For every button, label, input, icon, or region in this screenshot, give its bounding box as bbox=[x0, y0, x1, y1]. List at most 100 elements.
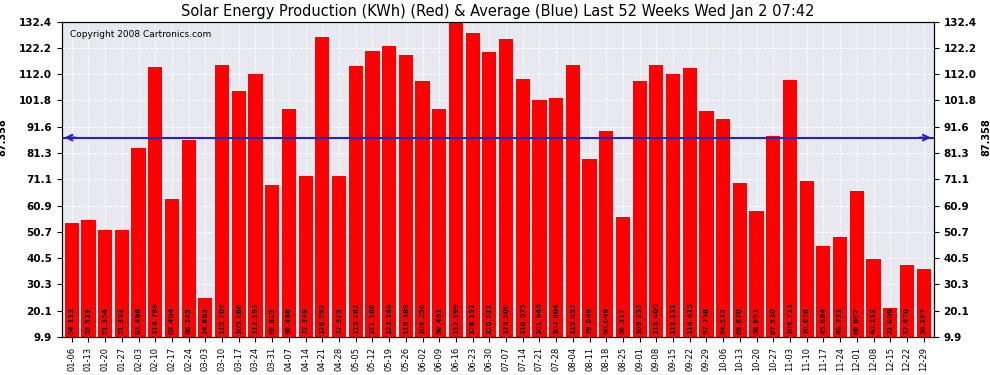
Text: 110.075: 110.075 bbox=[520, 302, 526, 334]
Text: Copyright 2008 Cartronics.com: Copyright 2008 Cartronics.com bbox=[70, 30, 212, 39]
Text: 112.131: 112.131 bbox=[670, 302, 676, 334]
Bar bbox=[716, 119, 731, 337]
Bar bbox=[181, 141, 196, 337]
Text: 115.262: 115.262 bbox=[352, 303, 358, 334]
Text: 58.891: 58.891 bbox=[753, 307, 759, 334]
Bar bbox=[365, 51, 379, 337]
Text: 87.358: 87.358 bbox=[982, 119, 990, 156]
Text: 101.946: 101.946 bbox=[537, 302, 543, 334]
Bar bbox=[533, 100, 546, 337]
Bar bbox=[683, 68, 697, 337]
Bar bbox=[465, 33, 480, 337]
Text: 48.731: 48.731 bbox=[838, 307, 843, 334]
Text: 132.399: 132.399 bbox=[453, 302, 459, 334]
Text: 51.392: 51.392 bbox=[119, 308, 125, 334]
Bar bbox=[666, 74, 680, 337]
Bar bbox=[733, 183, 747, 337]
Text: 98.401: 98.401 bbox=[437, 307, 443, 334]
Text: 97.738: 97.738 bbox=[704, 307, 710, 334]
Text: 87.930: 87.930 bbox=[770, 307, 776, 334]
Bar bbox=[900, 265, 914, 337]
Text: 115.709: 115.709 bbox=[219, 302, 225, 334]
Bar bbox=[499, 39, 513, 337]
Bar bbox=[565, 65, 580, 337]
Bar bbox=[699, 111, 714, 337]
Bar bbox=[582, 159, 597, 337]
Text: 66.667: 66.667 bbox=[853, 308, 859, 334]
Text: 114.415: 114.415 bbox=[687, 302, 693, 334]
Bar bbox=[866, 259, 880, 337]
Text: 120.522: 120.522 bbox=[486, 303, 492, 334]
Text: 54.113: 54.113 bbox=[68, 307, 75, 334]
Text: 36.297: 36.297 bbox=[921, 308, 927, 334]
Bar bbox=[382, 45, 396, 337]
Bar bbox=[633, 81, 646, 337]
Text: 69.670: 69.670 bbox=[737, 308, 742, 334]
Bar bbox=[516, 79, 530, 337]
Bar bbox=[616, 217, 630, 337]
Text: 128.151: 128.151 bbox=[469, 303, 475, 334]
Text: 83.486: 83.486 bbox=[136, 307, 142, 334]
Text: 114.799: 114.799 bbox=[152, 302, 158, 334]
Text: 40.212: 40.212 bbox=[870, 307, 876, 334]
Bar bbox=[299, 176, 313, 337]
Bar bbox=[132, 147, 146, 337]
Text: 86.245: 86.245 bbox=[186, 308, 192, 334]
Text: 119.389: 119.389 bbox=[403, 302, 409, 334]
Text: 72.325: 72.325 bbox=[336, 308, 342, 334]
Bar bbox=[549, 98, 563, 337]
Text: 109.711: 109.711 bbox=[787, 302, 793, 334]
Text: 126.593: 126.593 bbox=[320, 303, 326, 334]
Text: 70.636: 70.636 bbox=[804, 308, 810, 334]
Text: 115.457: 115.457 bbox=[570, 302, 576, 334]
Bar bbox=[416, 81, 430, 337]
Bar bbox=[833, 237, 847, 337]
Text: 90.049: 90.049 bbox=[603, 307, 609, 334]
Bar bbox=[432, 109, 446, 337]
Bar bbox=[766, 136, 780, 337]
Bar bbox=[282, 109, 296, 337]
Bar bbox=[64, 223, 79, 337]
Text: 87.358: 87.358 bbox=[0, 119, 8, 156]
Text: 123.148: 123.148 bbox=[386, 302, 392, 334]
Text: 24.863: 24.863 bbox=[202, 307, 208, 334]
Bar bbox=[482, 52, 496, 337]
Bar bbox=[849, 191, 864, 337]
Bar bbox=[165, 199, 179, 337]
Text: 79.049: 79.049 bbox=[586, 307, 593, 334]
Text: 72.399: 72.399 bbox=[303, 307, 309, 334]
Bar bbox=[332, 176, 346, 337]
Bar bbox=[248, 74, 262, 337]
Bar bbox=[448, 22, 463, 337]
Bar bbox=[81, 219, 96, 337]
Text: 45.084: 45.084 bbox=[821, 307, 827, 334]
Text: 121.168: 121.168 bbox=[369, 303, 375, 334]
Text: 98.486: 98.486 bbox=[286, 307, 292, 334]
Bar bbox=[98, 230, 112, 337]
Bar bbox=[232, 92, 246, 337]
Text: 109.233: 109.233 bbox=[637, 302, 643, 334]
Text: 102.604: 102.604 bbox=[553, 302, 559, 334]
Bar bbox=[348, 66, 362, 337]
Text: 68.825: 68.825 bbox=[269, 308, 275, 334]
Text: 51.354: 51.354 bbox=[102, 307, 108, 334]
Text: 37.970: 37.970 bbox=[904, 307, 910, 334]
Bar bbox=[315, 37, 330, 337]
Title: Solar Energy Production (KWh) (Red) & Average (Blue) Last 52 Weeks Wed Jan 2 07:: Solar Energy Production (KWh) (Red) & Av… bbox=[181, 4, 815, 19]
Text: 94.512: 94.512 bbox=[720, 307, 727, 334]
Bar bbox=[883, 308, 897, 337]
Text: 63.404: 63.404 bbox=[169, 307, 175, 334]
Bar bbox=[215, 64, 229, 337]
Text: 112.193: 112.193 bbox=[252, 302, 258, 334]
Bar bbox=[783, 80, 797, 337]
Bar bbox=[265, 185, 279, 337]
Bar bbox=[749, 211, 763, 337]
Text: 21.009: 21.009 bbox=[887, 307, 893, 334]
Bar bbox=[649, 66, 663, 337]
Bar bbox=[817, 246, 831, 337]
Bar bbox=[599, 130, 614, 337]
Text: 109.256: 109.256 bbox=[420, 303, 426, 334]
Text: 105.286: 105.286 bbox=[236, 303, 242, 334]
Bar bbox=[399, 55, 413, 337]
Text: 115.400: 115.400 bbox=[653, 302, 659, 334]
